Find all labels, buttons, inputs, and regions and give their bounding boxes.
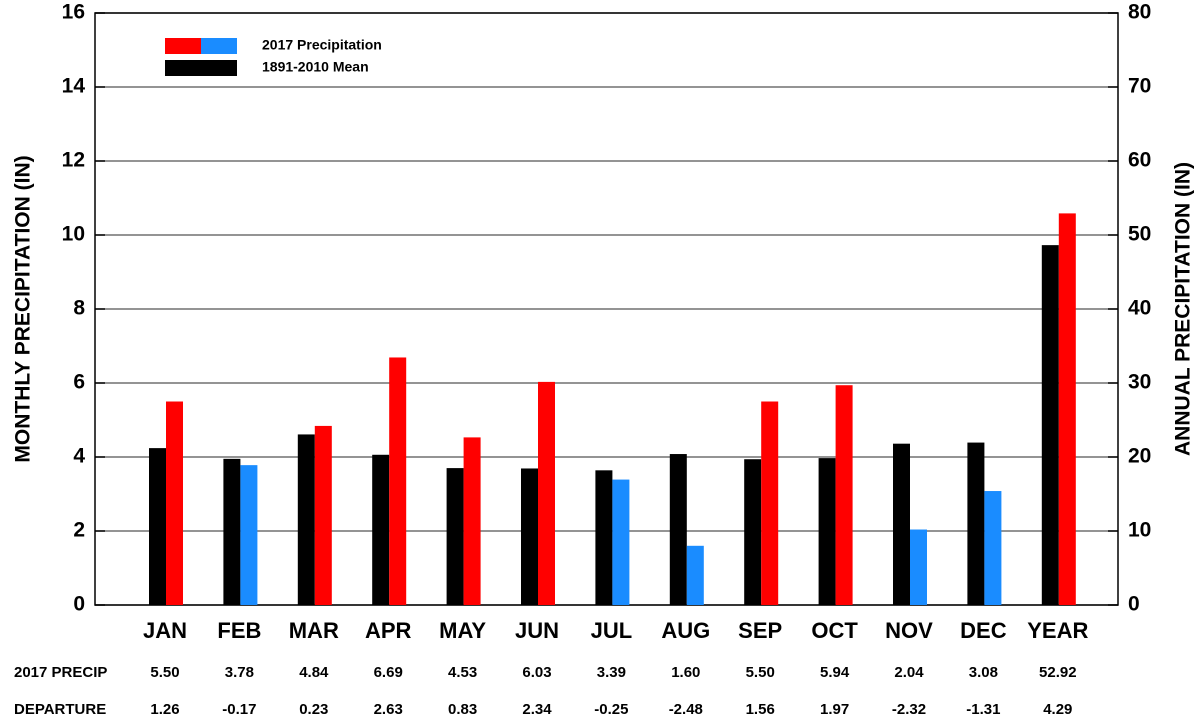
departure-value: 1.56 (746, 701, 775, 718)
precip-bar (1058, 213, 1076, 605)
y2-tick-label: 60 (1128, 149, 1151, 172)
legend-label: 2017 Precipitation (262, 37, 382, 53)
x-tick-label: SEP (738, 618, 782, 643)
y-tick-label: 4 (73, 445, 85, 468)
mean-bar (595, 470, 613, 605)
mean-bar (149, 448, 166, 605)
y-axis-title: MONTHLY PRECIPITATION (IN) (12, 155, 35, 462)
y-tick-label: 2 (73, 519, 85, 542)
departure-value: 0.83 (448, 701, 477, 718)
precip-value: 4.53 (448, 664, 477, 681)
legend-swatch (165, 60, 237, 76)
precip-value: 5.50 (150, 664, 179, 681)
departure-value: 1.97 (820, 701, 849, 718)
precip-value: 3.39 (597, 664, 626, 681)
departure-value: -0.25 (594, 701, 628, 718)
mean-bar (521, 468, 538, 605)
y2-tick-label: 40 (1128, 297, 1151, 320)
y-tick-label: 6 (73, 371, 85, 394)
x-tick-label: APR (365, 618, 412, 643)
precip-bar (984, 491, 1002, 605)
y2-tick-label: 50 (1128, 223, 1151, 246)
precip-value: 2.04 (894, 664, 924, 681)
mean-bar (297, 434, 315, 605)
legend-swatch (165, 38, 201, 54)
departure-value: -2.32 (892, 701, 926, 718)
precip-value: 5.94 (820, 664, 850, 681)
x-tick-label: AUG (661, 618, 710, 643)
mean-bar (372, 454, 390, 605)
precip-bar (240, 465, 258, 605)
precip-bar (314, 425, 332, 605)
mean-bar (223, 458, 241, 605)
mean-bar (893, 443, 910, 605)
legend-label: 1891-2010 Mean (262, 59, 369, 75)
departure-value: 2.34 (522, 701, 552, 718)
precip-bar (835, 385, 853, 605)
precip-bar (463, 437, 481, 605)
y-tick-label: 10 (62, 223, 85, 246)
y2-tick-label: 0 (1128, 593, 1140, 616)
mean-bar (669, 454, 687, 605)
y2-tick-label: 10 (1128, 519, 1151, 542)
precip-value: 4.84 (299, 664, 329, 681)
row-label: DEPARTURE (14, 701, 106, 718)
precip-value: 52.92 (1039, 664, 1077, 681)
y2-tick-label: 70 (1128, 75, 1151, 98)
precip-bar (910, 529, 927, 605)
x-tick-label: MAR (289, 618, 339, 643)
y2-axis-title: ANNUAL PRECIPITATION (IN) (1172, 162, 1195, 456)
y-tick-label: 12 (62, 149, 85, 172)
precip-value: 6.03 (522, 664, 551, 681)
precip-value: 6.69 (374, 664, 403, 681)
legend-swatch (201, 38, 237, 54)
departure-value: 2.63 (374, 701, 403, 718)
x-tick-label: JUN (515, 618, 559, 643)
y-tick-label: 16 (62, 1, 85, 24)
departure-value: -2.48 (669, 701, 703, 718)
mean-bar (967, 442, 985, 605)
x-tick-label: FEB (217, 618, 261, 643)
x-tick-label: JAN (143, 618, 187, 643)
precip-bar (612, 479, 630, 605)
x-tick-label: DEC (960, 618, 1007, 643)
x-tick-label: OCT (811, 618, 858, 643)
departure-value: -0.17 (222, 701, 256, 718)
x-tick-label: NOV (885, 618, 933, 643)
precip-bar (389, 357, 407, 605)
x-tick-label: YEAR (1027, 618, 1088, 643)
mean-bar (1041, 245, 1059, 605)
precip-value: 1.60 (671, 664, 700, 681)
departure-value: 0.23 (299, 701, 328, 718)
precip-bar (686, 545, 704, 605)
y-tick-label: 0 (73, 593, 85, 616)
mean-bar (446, 468, 464, 605)
x-tick-label: JUL (591, 618, 633, 643)
y2-tick-label: 20 (1128, 445, 1151, 468)
y-tick-label: 8 (73, 297, 85, 320)
precip-value: 3.08 (969, 664, 998, 681)
precip-bar (166, 401, 183, 605)
precip-value: 3.78 (225, 664, 254, 681)
precip-bar (538, 381, 555, 605)
row-label: 2017 PRECIP (14, 664, 107, 681)
mean-bar (744, 459, 762, 605)
departure-value: -1.31 (966, 701, 1000, 718)
precip-bar (761, 401, 779, 605)
precip-value: 5.50 (746, 664, 775, 681)
y2-tick-label: 80 (1128, 1, 1151, 24)
y-tick-label: 14 (62, 75, 86, 98)
y2-tick-label: 30 (1128, 371, 1151, 394)
mean-bar (818, 458, 836, 605)
departure-value: 1.26 (150, 701, 179, 718)
x-tick-label: MAY (439, 618, 486, 643)
departure-value: 4.29 (1043, 701, 1072, 718)
